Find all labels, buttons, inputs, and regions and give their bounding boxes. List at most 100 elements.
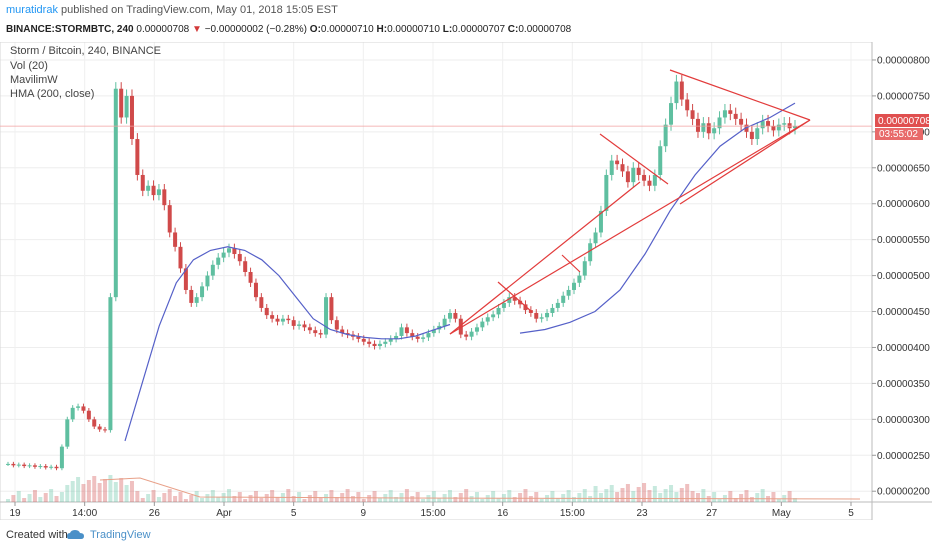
username-link[interactable]: muratidrak [6, 4, 58, 16]
candle-body [275, 318, 280, 322]
time-axis[interactable]: 19 14:00 26 Apr 5 9 15:00 16 15:00 23 27 May 5 [9, 502, 854, 519]
trendlines [449, 69, 811, 335]
candle-body [324, 297, 329, 335]
countdown-tag-text: 03:55:02 [879, 129, 918, 140]
time-tick-label: 16 [497, 508, 509, 519]
trendline [449, 181, 641, 335]
trendline [599, 133, 669, 185]
candle-body [604, 174, 609, 211]
volume-bar [11, 495, 16, 502]
volume-bar [329, 490, 334, 502]
footer: Created with TradingView [0, 522, 932, 550]
price-tick-label: 0.00000500 [877, 271, 930, 282]
candle-body [108, 297, 113, 431]
time-tick-label: Apr [216, 508, 232, 519]
volume-bar [571, 497, 576, 502]
volume-bar [264, 494, 269, 502]
candle-body [636, 167, 641, 175]
volume-bar [695, 493, 700, 502]
volume-bar [474, 492, 479, 502]
volume-bar [523, 489, 528, 502]
volume-bar [151, 490, 156, 502]
volume-bar [173, 496, 178, 502]
price-tick-label: 0.00000450 [877, 307, 930, 318]
close-value: 0.00000708 [518, 24, 572, 35]
volume-bar [733, 498, 738, 502]
candle-body [221, 252, 226, 258]
volume-bar [604, 489, 609, 502]
candle-body [620, 164, 625, 172]
time-tick-label: 5 [291, 508, 297, 519]
volume-bar [404, 489, 409, 502]
candle-body [119, 88, 124, 118]
candle-body [318, 333, 323, 335]
candle-body [162, 189, 167, 206]
candle-body [270, 315, 275, 319]
legend-mavilim[interactable]: MavilimW [10, 74, 58, 86]
tradingview-brand[interactable]: TradingView [90, 529, 151, 541]
price-tick-label: 0.00000550 [877, 235, 930, 246]
down-arrow-icon: ▼ [192, 24, 202, 35]
volume-bar [496, 498, 501, 502]
volume-bar [135, 491, 140, 502]
volume-bar [6, 499, 10, 502]
candle-body [615, 160, 620, 165]
mavilim-line [99, 477, 861, 500]
volume-bar [345, 489, 350, 502]
volume-bar [464, 489, 469, 502]
candle-body [22, 464, 27, 467]
candle-body [555, 302, 560, 308]
candle-body [280, 318, 285, 322]
candle-body [399, 327, 404, 336]
volume-bar [394, 497, 399, 502]
volume-bar [431, 491, 436, 502]
candle-body [302, 324, 307, 328]
volume-bar [652, 486, 657, 502]
volume-bar [690, 491, 695, 502]
volume-bar [760, 489, 765, 502]
candle-body [264, 307, 269, 316]
candle-body [426, 333, 431, 338]
candle-body [550, 307, 555, 313]
price-tick-label: 0.00000800 [877, 55, 930, 66]
volume-bar [480, 499, 485, 502]
volume-bar [534, 492, 539, 502]
candle-body [232, 248, 237, 255]
candle-body [496, 307, 501, 315]
volume-bar [642, 483, 647, 502]
candle-body [140, 174, 145, 191]
price-tick-label: 0.00000650 [877, 163, 930, 174]
chart-area[interactable]: 0.000008000.000007500.000007000.00000650… [0, 41, 932, 521]
candle-body [70, 407, 75, 420]
price-chart[interactable]: 0.000008000.000007500.000007000.00000650… [0, 41, 932, 521]
volume-bar [291, 496, 296, 502]
volume-bar [739, 494, 744, 502]
publisher-line: muratidrak published on TradingView.com,… [6, 4, 338, 16]
high-label: H: [376, 24, 388, 35]
volume-bar [43, 493, 48, 502]
volume-bars [6, 475, 797, 502]
candle-body [674, 81, 679, 104]
volume-bar [793, 498, 797, 502]
created-with-text: Created with [6, 529, 68, 541]
legend-vol[interactable]: Vol (20) [10, 60, 48, 72]
candle-body [189, 289, 194, 303]
volume-bar [421, 499, 426, 502]
volume-bar [210, 490, 215, 502]
legend-hma[interactable]: HMA (200, close) [10, 88, 94, 100]
candle-body [383, 341, 388, 344]
volume-bar [367, 495, 372, 502]
volume-bar [771, 492, 776, 502]
candle-body [49, 466, 54, 468]
volume-bar [647, 490, 652, 502]
volume-bar [140, 498, 145, 502]
volume-bar [636, 487, 641, 502]
volume-bar [377, 498, 382, 502]
candle-body [609, 160, 614, 175]
symbol-label: BINANCE:STORMBTC, 240 [6, 24, 134, 35]
volume-bar [86, 480, 91, 502]
candle-body [16, 464, 21, 466]
candle-body [458, 318, 463, 335]
candle-body [243, 261, 248, 272]
candle-body [501, 302, 506, 308]
